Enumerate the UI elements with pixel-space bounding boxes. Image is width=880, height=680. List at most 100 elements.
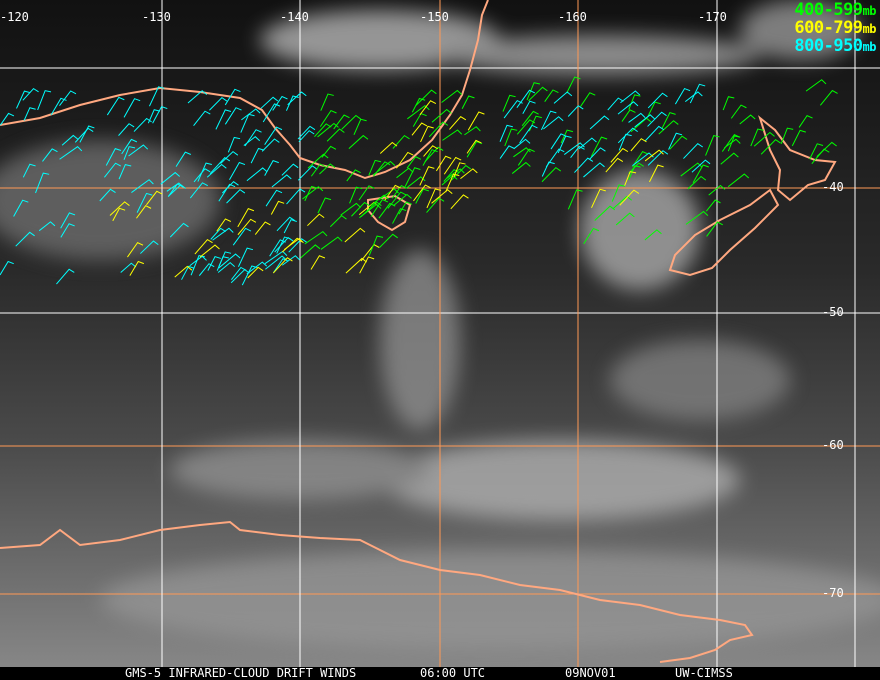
wind-barb <box>229 161 246 180</box>
wind-barb <box>583 162 605 178</box>
legend-800-950: 800-950mb <box>794 38 876 56</box>
lon-label: -170 <box>698 10 727 24</box>
wind-barb <box>60 223 75 238</box>
wind-barb <box>288 238 307 253</box>
wind-barb <box>398 201 413 215</box>
wind-barb <box>396 151 414 169</box>
wind-barb <box>317 197 332 214</box>
legend-unit: mb <box>862 22 877 36</box>
wind-barb <box>499 124 513 142</box>
wind-barb <box>237 247 254 267</box>
wind-barb <box>37 90 52 111</box>
tasmania-coastline <box>367 194 412 232</box>
wind-barb <box>566 76 581 94</box>
wind-barb <box>621 109 636 122</box>
wind-barb <box>567 105 584 117</box>
wind-barb <box>446 168 465 179</box>
wind-barb <box>387 191 407 209</box>
wind-barb <box>392 208 407 224</box>
wind-barb <box>297 165 318 181</box>
wind-barb <box>215 109 232 130</box>
wind-barb <box>563 142 585 155</box>
wind-barb <box>617 127 638 144</box>
wind-barb <box>193 168 211 183</box>
wind-barb <box>461 95 475 109</box>
wind-barb <box>384 184 401 202</box>
wind-barb <box>270 200 285 215</box>
wind-barb <box>194 238 213 255</box>
wind-barb <box>516 119 536 135</box>
wind-barb <box>450 164 472 181</box>
wind-barb <box>175 151 192 167</box>
wind-barb <box>619 189 640 206</box>
wind-barb <box>276 216 296 232</box>
wind-barb <box>298 130 315 143</box>
wind-barb <box>244 129 262 147</box>
wind-barb <box>668 132 683 150</box>
wind-barb <box>265 189 283 207</box>
wind-barb <box>560 129 574 144</box>
wind-barb <box>22 87 39 101</box>
wind-barb <box>319 109 337 127</box>
wind-barb <box>805 79 827 92</box>
new-zealand-south-coastline <box>668 188 780 277</box>
wind-barb <box>519 124 538 144</box>
wind-barb <box>221 181 239 194</box>
wind-barb <box>320 93 334 111</box>
wind-barb <box>612 195 632 209</box>
wind-barb <box>426 188 442 209</box>
wind-barb <box>607 97 624 111</box>
wind-barb <box>521 110 539 127</box>
wind-barb <box>42 148 58 162</box>
wind-barb <box>217 262 236 273</box>
wind-barb <box>104 162 122 178</box>
wind-barb <box>345 257 368 274</box>
wind-barb <box>169 222 189 238</box>
wind-barb <box>112 207 126 222</box>
wind-barb <box>661 112 676 129</box>
wind-barb <box>460 168 478 180</box>
wind-barb <box>516 89 536 109</box>
wind-barb <box>431 189 453 204</box>
wind-barb <box>146 190 163 206</box>
wind-barb <box>730 104 747 119</box>
wind-barb <box>628 162 644 174</box>
wind-barb <box>189 255 207 267</box>
wind-barb <box>271 174 292 188</box>
wind-barb <box>453 162 466 177</box>
wind-barb <box>739 114 756 125</box>
lat-label: -60 <box>822 438 844 452</box>
wind-barb <box>224 107 242 125</box>
wind-barb <box>216 218 232 232</box>
wind-barb <box>351 201 370 217</box>
wind-barb <box>415 89 437 106</box>
wind-barb <box>216 256 229 271</box>
wind-barb <box>368 235 384 256</box>
wind-barb <box>647 92 668 109</box>
wind-barb <box>232 227 252 246</box>
lat-label: -70 <box>822 586 844 600</box>
wind-barb <box>406 156 422 169</box>
wind-barb <box>0 112 15 126</box>
wind-barb <box>634 114 655 128</box>
wind-barb <box>499 145 515 159</box>
wind-barb <box>226 188 246 204</box>
wind-barb <box>240 113 255 133</box>
wind-barb <box>504 128 518 147</box>
wind-barb <box>683 143 703 159</box>
wind-barb <box>543 116 564 130</box>
wind-barb <box>553 91 573 104</box>
wind-barb <box>467 111 485 131</box>
wind-barb <box>445 173 460 193</box>
wind-barb <box>649 164 664 183</box>
wind-barb <box>199 244 220 258</box>
wind-barb <box>583 227 600 245</box>
wind-barb <box>133 117 152 132</box>
wind-barb <box>541 161 555 177</box>
wind-barb <box>262 103 281 123</box>
wind-barb <box>615 212 635 226</box>
wind-barb <box>420 125 434 143</box>
wind-barb <box>224 88 241 106</box>
wind-barb <box>131 179 154 193</box>
wind-barb <box>56 268 75 285</box>
